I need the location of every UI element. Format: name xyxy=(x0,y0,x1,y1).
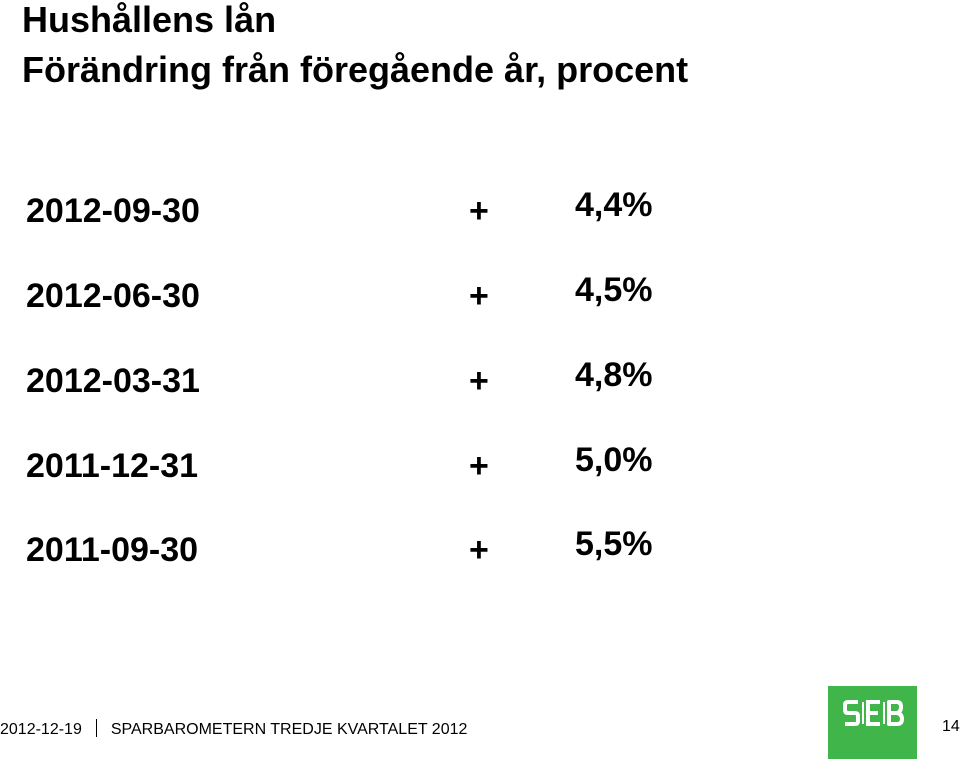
row-sign: + xyxy=(469,447,489,485)
row-sign: + xyxy=(469,277,489,315)
row-sign: + xyxy=(469,362,489,400)
row-date: 2011-09-30 xyxy=(26,531,199,569)
table-row: 2012-09-30 + 4,4% xyxy=(0,186,960,233)
row-date: 2011-12-31 xyxy=(26,447,199,485)
row-value: 5,0% xyxy=(575,441,653,479)
slide-title: Hushållens lån xyxy=(22,0,277,40)
row-value: 4,8% xyxy=(575,356,653,394)
page-number: 14 xyxy=(942,718,960,735)
row-value: 4,4% xyxy=(575,186,653,224)
row-date: 2012-09-30 xyxy=(26,192,200,230)
row-sign: + xyxy=(469,192,489,230)
table-row: 2012-03-31 + 4,8% xyxy=(0,356,960,403)
table-row: 2011-12-31 + 5,0% xyxy=(0,441,960,488)
footer-label: SPARBAROMETERN TREDJE KVARTALET 2012 xyxy=(110,721,468,738)
row-date: 2012-06-30 xyxy=(26,277,200,315)
row-sign: + xyxy=(469,531,489,569)
footer-date: 2012-12-19 xyxy=(0,721,82,738)
slide-subtitle: Förändring från föregående år, procent xyxy=(22,49,689,90)
row-value: 4,5% xyxy=(575,271,653,309)
seb-logo-icon xyxy=(843,700,904,726)
footer: 2012-12-19 SPARBAROMETERN TREDJE KVARTALE… xyxy=(0,719,467,740)
row-date: 2012-03-31 xyxy=(26,362,200,400)
table-row: 2011-09-30 + 5,5% xyxy=(0,525,960,572)
row-value: 5,5% xyxy=(575,525,653,563)
seb-logo xyxy=(828,686,917,759)
footer-divider xyxy=(95,719,97,737)
table-row: 2012-06-30 + 4,5% xyxy=(0,271,960,318)
